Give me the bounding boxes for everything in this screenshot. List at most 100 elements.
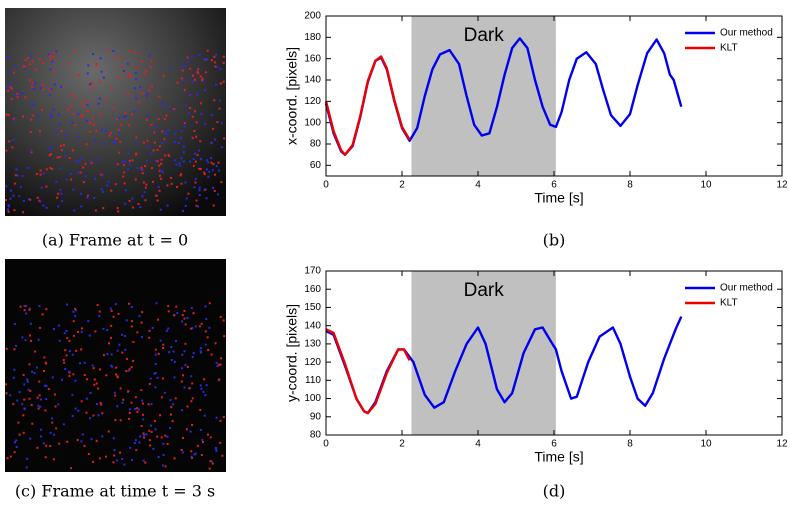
event-dot — [107, 430, 110, 433]
event-dot — [95, 62, 98, 65]
event-dot — [153, 131, 156, 134]
event-dot — [91, 364, 94, 367]
event-dot — [121, 458, 124, 461]
y-tick-label: 160 — [304, 284, 321, 295]
event-dot — [85, 119, 88, 122]
event-dot — [55, 131, 58, 134]
event-dot — [41, 109, 44, 112]
event-dot — [184, 342, 187, 345]
event-dot — [57, 403, 60, 406]
event-dot — [183, 125, 186, 128]
event-dot — [174, 397, 177, 400]
event-dot — [148, 336, 151, 339]
event-dot — [21, 92, 24, 95]
event-dot — [145, 95, 148, 98]
event-dot — [148, 89, 151, 92]
event-dot — [59, 167, 62, 170]
event-dot — [205, 384, 208, 387]
event-dot — [125, 370, 128, 373]
event-dot — [73, 209, 76, 212]
event-dot — [156, 160, 159, 163]
panel-caption: (b) — [543, 231, 566, 250]
event-dot — [204, 71, 207, 74]
event-dot — [148, 439, 151, 442]
event-dot — [32, 87, 35, 90]
event-dot — [57, 192, 60, 195]
event-dot — [12, 117, 15, 120]
event-dot — [214, 138, 217, 141]
y-tick-label: 120 — [304, 357, 321, 368]
event-dot — [34, 68, 37, 71]
event-dot — [200, 79, 203, 82]
event-dot — [141, 92, 144, 95]
event-dot — [59, 188, 62, 191]
event-dot — [150, 424, 153, 427]
event-dot — [25, 466, 28, 469]
event-dot — [201, 77, 204, 80]
event-dot — [158, 169, 161, 172]
event-dot — [95, 129, 98, 132]
event-dot — [158, 189, 161, 192]
y-tick-label: 100 — [304, 117, 321, 128]
event-dot — [190, 327, 193, 330]
event-dot — [15, 439, 18, 442]
event-dot — [12, 376, 15, 379]
event-dot — [132, 206, 135, 209]
event-dot — [143, 436, 146, 439]
plot-frame — [325, 270, 783, 436]
event-dot — [135, 136, 138, 139]
event-dot — [163, 118, 166, 121]
event-dot — [180, 182, 183, 185]
event-dot — [99, 401, 102, 404]
event-dot — [44, 409, 47, 412]
event-dot — [45, 398, 48, 401]
event-dot — [94, 178, 97, 181]
event-dot — [174, 132, 177, 135]
event-dot — [30, 118, 33, 121]
event-dot — [6, 56, 9, 59]
event-dot — [24, 96, 27, 99]
event-dot — [101, 435, 104, 438]
event-dot — [159, 339, 162, 342]
event-dot — [58, 324, 61, 327]
event-dot — [213, 61, 216, 64]
event-dot — [48, 88, 51, 91]
event-dot — [144, 186, 147, 189]
event-dot — [188, 387, 191, 390]
event-dot — [152, 149, 155, 152]
event-dot — [156, 376, 159, 379]
event-dot — [106, 353, 109, 356]
event-dot — [5, 392, 8, 395]
event-dot — [157, 352, 160, 355]
event-dot — [216, 121, 219, 124]
event-dot — [35, 366, 38, 369]
event-dot — [39, 173, 42, 176]
event-dot — [10, 98, 13, 101]
event-dot — [111, 365, 114, 368]
event-dot — [115, 137, 118, 140]
event-dot — [13, 451, 16, 454]
event-dot — [191, 382, 194, 385]
x-tick-label: 10 — [700, 439, 712, 450]
event-dot — [208, 170, 211, 173]
event-dot — [113, 107, 116, 110]
event-dot — [13, 71, 16, 74]
event-dot — [105, 98, 108, 101]
event-dot — [216, 365, 219, 368]
event-dot — [198, 325, 201, 328]
event-dot — [134, 178, 137, 181]
event-dot — [184, 323, 187, 326]
event-dot — [214, 53, 217, 56]
data-line — [324, 55, 411, 156]
event-dot — [42, 172, 45, 175]
event-dot — [159, 414, 162, 417]
event-dot — [142, 181, 145, 184]
event-dot — [186, 317, 189, 320]
event-dot — [128, 199, 131, 202]
event-dot — [98, 368, 101, 371]
event-dot — [23, 398, 26, 401]
event-dot — [9, 189, 12, 192]
event-dot — [151, 326, 154, 329]
event-dot — [25, 312, 28, 315]
event-dot — [135, 97, 138, 100]
